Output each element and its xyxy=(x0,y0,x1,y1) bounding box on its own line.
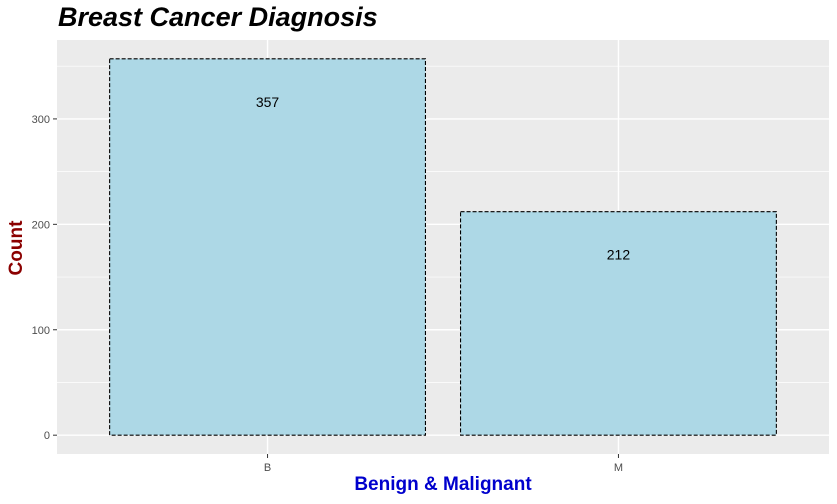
y-tick-label: 0 xyxy=(44,430,50,442)
x-tick-label: B xyxy=(264,462,271,474)
y-tick-label: 100 xyxy=(32,325,50,337)
chart-title: Breast Cancer Diagnosis xyxy=(58,2,378,32)
y-tick-label: 200 xyxy=(32,219,50,231)
bars xyxy=(109,58,777,436)
x-tick-label: M xyxy=(614,462,623,474)
bar-B xyxy=(109,58,427,436)
y-tick-label: 300 xyxy=(32,114,50,126)
data-label-B: 357 xyxy=(256,94,280,110)
y-axis-ticks: 0 100 200 300 xyxy=(32,114,57,442)
bar-M xyxy=(459,211,777,436)
data-label-M: 212 xyxy=(607,247,631,263)
data-labels: 357 212 xyxy=(256,94,630,263)
x-axis-label: Benign & Malignant xyxy=(354,474,532,495)
